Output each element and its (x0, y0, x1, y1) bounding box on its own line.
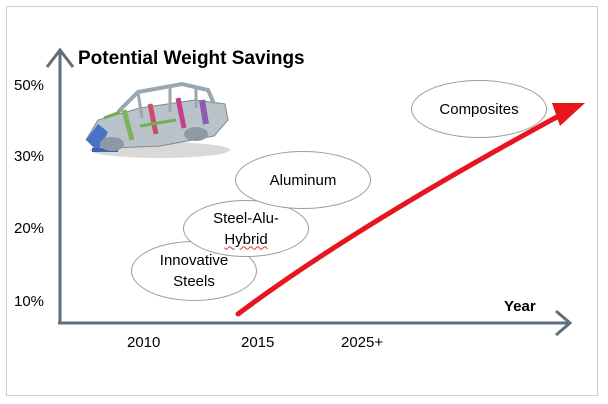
bubble-composites: Composites (411, 80, 547, 138)
bubble-composites-label: Composites (439, 100, 519, 118)
x-tick-2025-plus: 2025+ (341, 334, 384, 351)
y-tick-50: 50% (14, 77, 45, 94)
bubble-steel-alu-hybrid: Steel-Alu- Hybrid (183, 200, 309, 257)
y-tick-30: 30% (14, 148, 45, 165)
bubble-innovative-steels: Innovative Steels (131, 241, 257, 301)
y-axis-arrowhead (45, 47, 75, 68)
bubble-steel-alu-hybrid-line1: Steel-Alu- (213, 209, 279, 227)
diagram-title: Potential Weight Savings (78, 48, 305, 69)
bubble-aluminum: Aluminum (235, 151, 371, 209)
y-tick-20: 20% (14, 220, 45, 237)
x-tick-2015: 2015 (241, 334, 275, 351)
car-body-frame-image (76, 76, 234, 168)
x-axis-label-year: Year (504, 298, 536, 315)
y-tick-10: 10% (14, 293, 45, 310)
bubble-aluminum-label: Aluminum (269, 171, 337, 189)
trend-arrowhead (552, 103, 585, 126)
trend-arrow (235, 109, 569, 317)
x-axis-arrowhead (555, 309, 573, 337)
bubble-innovative-steels-line2: Steels (173, 273, 215, 290)
bubble-steel-alu-hybrid-line2: Hybrid (224, 230, 268, 248)
x-tick-2010: 2010 (127, 334, 161, 351)
bubble-innovative-steels-line1: Innovative (159, 252, 229, 269)
